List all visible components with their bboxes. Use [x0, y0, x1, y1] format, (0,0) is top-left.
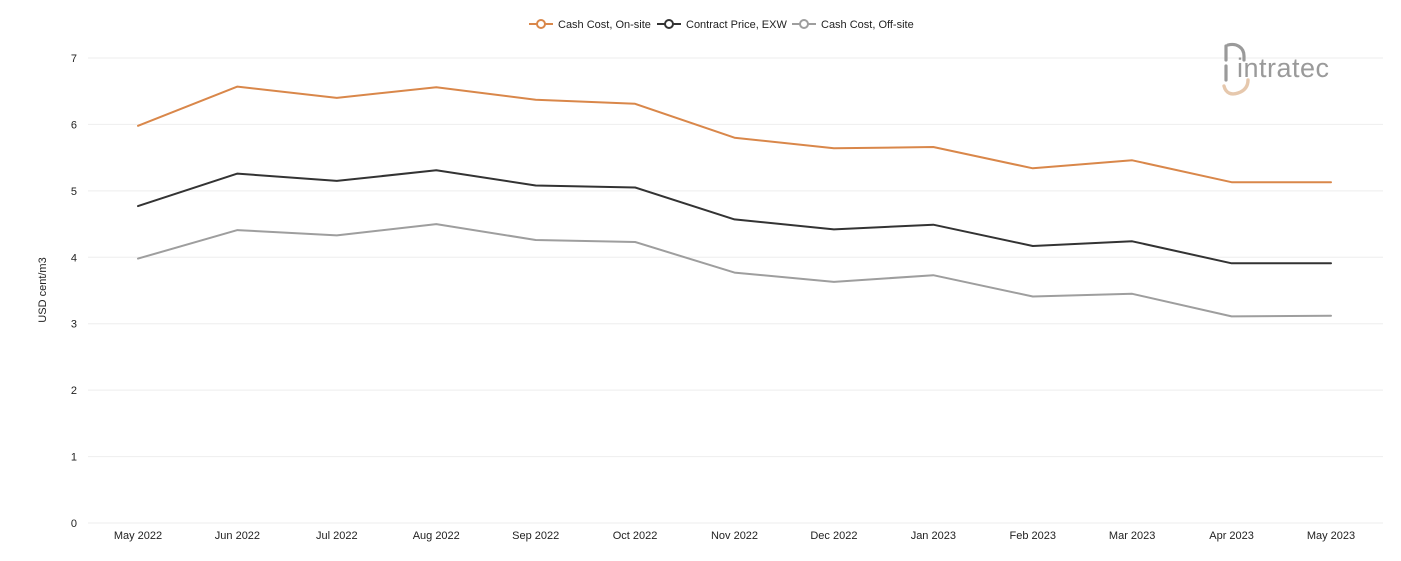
series-line-2[interactable] [137, 223, 1332, 318]
legend-label: Contract Price, EXW [686, 19, 787, 31]
legend-item[interactable]: Cash Cost, On-site [529, 19, 651, 31]
legend-item[interactable]: Cash Cost, Off-site [792, 19, 914, 31]
x-tick-label: Jan 2023 [911, 530, 956, 542]
intratec-logo: intratec [1222, 42, 1330, 96]
x-axis-ticks: May 2022 Jun 2022 Jul 2022 Aug 2022 Sep 2022… [114, 530, 1355, 542]
y-tick-label: 2 [71, 385, 77, 397]
x-tick-label: May 2022 [114, 530, 162, 542]
series-line-1[interactable] [137, 169, 1332, 265]
y-tick-label: 3 [71, 319, 77, 331]
x-tick-label: Oct 2022 [613, 530, 658, 542]
x-tick-label: Jun 2022 [215, 530, 260, 542]
legend-marker [799, 19, 809, 29]
x-tick-label: Sep 2022 [512, 530, 559, 542]
x-tick-label: Aug 2022 [413, 530, 460, 542]
y-tick-label: 4 [71, 252, 77, 264]
x-tick-label: Nov 2022 [711, 530, 758, 542]
x-tick-label: Feb 2023 [1010, 530, 1056, 542]
y-tick-label: 7 [71, 53, 77, 65]
legend-label: Cash Cost, Off-site [821, 19, 914, 31]
y-tick-label: 5 [71, 186, 77, 198]
x-tick-label: Apr 2023 [1209, 530, 1254, 542]
legend-marker [536, 19, 546, 29]
y-axis-label: USD cent/m3 [37, 257, 49, 322]
series-line-0[interactable] [137, 85, 1332, 184]
logo-text: intratec [1237, 53, 1330, 83]
legend[interactable]: Cash Cost, On-site Contract Price, EXW Cas… [529, 19, 914, 31]
y-tick-label: 0 [71, 518, 77, 530]
y-tick-label: 1 [71, 452, 77, 464]
y-tick-label: 6 [71, 119, 77, 131]
logo-mark-icon [1222, 42, 1250, 96]
x-tick-label: May 2023 [1307, 530, 1355, 542]
series-lines [137, 85, 1332, 318]
legend-label: Cash Cost, On-site [558, 19, 651, 31]
legend-marker [664, 19, 674, 29]
x-tick-label: Jul 2022 [316, 530, 358, 542]
y-axis-ticks: 0 1 2 3 4 5 6 7 [71, 53, 77, 530]
x-tick-label: Mar 2023 [1109, 530, 1155, 542]
gridlines [88, 57, 1383, 524]
x-tick-label: Dec 2022 [810, 530, 857, 542]
legend-item[interactable]: Contract Price, EXW [657, 19, 787, 31]
